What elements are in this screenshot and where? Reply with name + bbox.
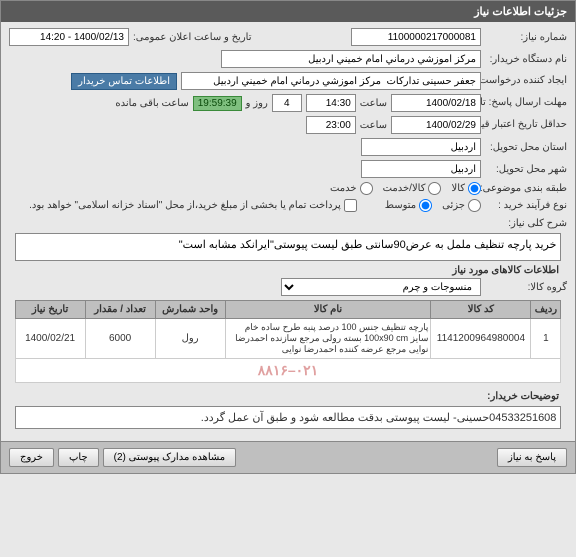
buyer-org-label: نام دستگاه خریدار: xyxy=(485,54,567,65)
buyer-org-field[interactable] xyxy=(221,50,481,68)
form-area: شماره نیاز: تاریخ و ساعت اعلان عمومی: نا… xyxy=(1,22,575,441)
buyer-notes-box: 04533251608حسینی- لیست پیوستی بدقت مطالع… xyxy=(15,406,562,429)
details-panel: جزئیات اطلاعات نیاز شماره نیاز: تاریخ و … xyxy=(0,0,576,474)
cell-date: 1400/02/21 xyxy=(15,319,85,359)
deadline-send-time[interactable] xyxy=(306,94,356,112)
radio-service-label: خدمت xyxy=(330,183,357,194)
payment-checkbox[interactable] xyxy=(344,199,357,212)
buyer-notes-label: توضیحات خریدار: xyxy=(9,389,567,404)
attachments-button[interactable]: مشاهده مدارک پیوستی (2) xyxy=(103,448,237,467)
budget-radio-group: کالا کالا/خدمت خدمت xyxy=(330,182,481,195)
main-desc-field[interactable]: خرید پارچه تنظیف ململ به عرض90سانتی طبق … xyxy=(15,233,562,261)
purchase-radio-group: جزئی متوسط xyxy=(385,199,481,212)
announce-field[interactable] xyxy=(9,28,129,46)
city-label: شهر محل تحویل: xyxy=(485,164,567,175)
deadline-send-label: مهلت ارسال پاسخ: تا تاریخ: xyxy=(485,98,567,108)
panel-header: جزئیات اطلاعات نیاز xyxy=(1,1,575,22)
budget-class-label: طبقه بندی موضوعی: xyxy=(485,183,567,194)
panel-title: جزئیات اطلاعات نیاز xyxy=(474,6,567,18)
days-remain[interactable] xyxy=(272,94,302,112)
cell-code: 1141200964980004 xyxy=(431,319,531,359)
radio-medium-label: متوسط xyxy=(385,200,416,211)
radio-khedmat-label: کالا/خدمت xyxy=(383,183,426,194)
credit-date[interactable] xyxy=(391,116,481,134)
purchase-type-label: نوع فرآیند خرید : xyxy=(485,200,567,211)
th-unit: واحد شمارش xyxy=(155,301,225,319)
need-number-field[interactable] xyxy=(351,28,481,46)
radio-kala[interactable]: کالا xyxy=(451,182,481,195)
payment-note-check[interactable]: پرداخت تمام یا بخشی از مبلغ خرید،از محل … xyxy=(29,199,357,212)
table-row[interactable]: 1 1141200964980004 پارچه تنظیف جنس 100 د… xyxy=(15,319,561,359)
goods-group-select[interactable]: منسوجات و چرم xyxy=(281,278,481,296)
time-label-1: ساعت xyxy=(360,98,387,109)
hours-remain-box: 19:59:39 xyxy=(193,96,242,111)
radio-khedmat-input[interactable] xyxy=(428,182,441,195)
deadline-send-date[interactable] xyxy=(391,94,481,112)
radio-kala-input[interactable] xyxy=(468,182,481,195)
th-name: نام کالا xyxy=(225,301,431,319)
city-field[interactable] xyxy=(361,160,481,178)
goods-group-label: گروه کالا: xyxy=(485,282,567,293)
days-label: روز و xyxy=(246,98,268,109)
radio-small[interactable]: جزئی xyxy=(442,199,481,212)
radio-small-label: جزئی xyxy=(442,200,465,211)
main-desc-label: شرح کلی نیاز: xyxy=(485,218,567,229)
radio-medium[interactable]: متوسط xyxy=(385,199,432,212)
watermark-row: ۰۲۱–۸۸۱۶ xyxy=(15,359,561,383)
contact-buyer-button[interactable]: اطلاعات تماس خریدار xyxy=(71,73,177,90)
announce-label: تاریخ و ساعت اعلان عمومی: xyxy=(133,32,252,43)
exit-button[interactable]: خروج xyxy=(9,448,54,467)
radio-service[interactable]: خدمت xyxy=(330,182,373,195)
radio-kala-label: کالا xyxy=(451,183,465,194)
watermark-text: ۰۲۱–۸۸۱۶ xyxy=(258,362,318,378)
th-idx: ردیف xyxy=(531,301,561,319)
th-date: تاریخ نیاز xyxy=(15,301,85,319)
radio-service-input[interactable] xyxy=(360,182,373,195)
th-code: کد کالا xyxy=(431,301,531,319)
province-label: استان محل تحویل: xyxy=(485,142,567,153)
cell-unit: رول xyxy=(155,319,225,359)
table-header-row: ردیف کد کالا نام کالا واحد شمارش تعداد /… xyxy=(15,301,561,319)
credit-time[interactable] xyxy=(306,116,356,134)
creator-label: ایجاد کننده درخواست: xyxy=(485,76,567,86)
reply-button[interactable]: پاسخ به نیاز xyxy=(497,448,567,467)
radio-medium-input[interactable] xyxy=(419,199,432,212)
cell-qty: 6000 xyxy=(85,319,155,359)
goods-table: ردیف کد کالا نام کالا واحد شمارش تعداد /… xyxy=(15,300,562,383)
hours-label: ساعت باقی مانده xyxy=(115,98,188,109)
time-label-2: ساعت xyxy=(360,120,387,131)
button-bar: پاسخ به نیاز مشاهده مدارک پیوستی (2) چاپ… xyxy=(1,441,575,473)
need-number-label: شماره نیاز: xyxy=(485,32,567,43)
radio-small-input[interactable] xyxy=(468,199,481,212)
province-field[interactable] xyxy=(361,138,481,156)
creator-field[interactable] xyxy=(181,72,481,90)
print-button[interactable]: چاپ xyxy=(58,448,99,467)
goods-info-label: اطلاعات کالاهای مورد نیاز xyxy=(9,263,567,278)
payment-note-text: پرداخت تمام یا بخشی از مبلغ خرید،از محل … xyxy=(29,200,341,211)
th-qty: تعداد / مقدار xyxy=(85,301,155,319)
radio-khedmat[interactable]: کالا/خدمت xyxy=(383,182,442,195)
credit-deadline-label: حداقل تاریخ اعتبار قیمت: تا تاریخ: xyxy=(485,120,567,130)
cell-name: پارچه تنظیف جنس 100 درصد پنبه طرح ساده خ… xyxy=(225,319,431,359)
cell-idx: 1 xyxy=(531,319,561,359)
